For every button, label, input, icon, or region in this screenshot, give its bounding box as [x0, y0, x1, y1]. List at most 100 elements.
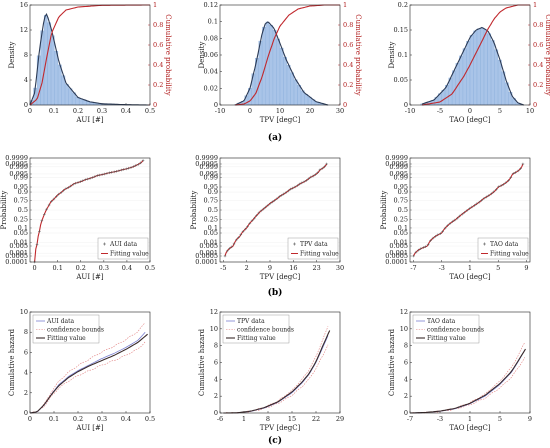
y-tick-label: 0: [404, 409, 408, 417]
data-point: [273, 199, 277, 202]
data-point: [516, 169, 520, 173]
legend-label: TAO data: [490, 241, 519, 248]
data-point: [74, 181, 77, 185]
y-tick-label: 2: [214, 392, 218, 400]
y-tick-label: 0.1: [18, 224, 28, 232]
y-axis-label: Density: [388, 42, 396, 69]
x-tick-label: -10: [405, 107, 415, 115]
data-point: [262, 207, 265, 211]
density-curve: [421, 26, 525, 106]
y-tick-label: 0: [404, 101, 408, 109]
data-point: [477, 200, 481, 204]
fitting-line: [413, 163, 524, 257]
data-point: [311, 174, 315, 178]
legend-marker-data: [293, 242, 296, 246]
legend-label: Fitting value: [47, 335, 86, 342]
y-right-tick-label: 0.8: [153, 21, 163, 29]
legend-label: Fitting value: [110, 251, 149, 258]
y-tick-label: 0.1: [398, 224, 408, 232]
data-point: [325, 162, 328, 166]
y-tick-label: 0.9995: [385, 160, 408, 168]
histogram-bar: [283, 57, 287, 106]
data-point: [83, 178, 87, 182]
y-right-tick-label: 0: [343, 101, 347, 109]
y-right-axis-label: Cumulative probability: [354, 14, 362, 96]
y-tick-label: 12: [400, 308, 408, 316]
legend-label: TPV data: [237, 318, 265, 325]
x-tick-label: 10: [526, 107, 534, 115]
x-axis-label: TPV [degC]: [260, 273, 301, 281]
legend-label: Fitting value: [237, 335, 276, 342]
data-point: [298, 182, 301, 186]
upper-bound-line: [29, 322, 146, 414]
row-label-a: (a): [268, 132, 282, 143]
x-tick-label: 1: [242, 415, 246, 423]
legend-label: confidence bounds: [47, 327, 104, 334]
y-tick-label: 0.05: [14, 229, 28, 237]
histogram-bar: [68, 88, 73, 106]
x-tick-label: 9: [528, 415, 532, 423]
x-tick-label: 0.2: [73, 415, 83, 423]
data-point: [93, 175, 97, 178]
data-point: [414, 250, 418, 254]
x-tick-label: 1: [468, 415, 472, 423]
data-point: [441, 230, 445, 233]
x-tick-label: 10: [276, 107, 284, 115]
y-right-tick-label: 0.2: [343, 81, 353, 89]
histogram-bar: [469, 35, 474, 106]
y-tick-label: 0: [24, 409, 28, 417]
x-tick-label: 1: [468, 264, 472, 272]
y-right-tick-label: 0.2: [153, 81, 163, 89]
data-point: [521, 162, 525, 166]
data-point: [320, 167, 324, 170]
data-point: [448, 222, 452, 225]
data-point: [259, 209, 263, 213]
y-tick-label: 0.999: [9, 163, 28, 171]
y-tick-label: 0.0005: [385, 252, 408, 260]
y-axis-label: Probability: [0, 191, 8, 230]
x-tick-label: 15: [288, 415, 296, 423]
data-point: [316, 171, 319, 175]
data-point: [289, 187, 292, 191]
histogram-bar: [51, 35, 55, 106]
x-tick-label: 20: [306, 107, 314, 115]
data-point: [110, 171, 114, 174]
data-point: [468, 207, 471, 210]
data-point: [282, 192, 286, 196]
data-point: [112, 170, 116, 174]
data-point: [280, 194, 283, 197]
histogram-bar: [494, 49, 499, 106]
x-tick-label: 9: [268, 264, 272, 272]
data-point: [100, 173, 104, 176]
y-tick-label: 2: [24, 389, 28, 397]
y-tick-label: 0.9: [208, 188, 218, 196]
data-line: [223, 335, 329, 414]
x-tick-label: 0: [33, 264, 37, 272]
data-point: [91, 176, 94, 179]
data-point: [228, 247, 231, 250]
data-point: [127, 166, 130, 170]
histogram-bar: [258, 40, 263, 106]
histogram-bar: [54, 50, 59, 106]
histogram-bar: [476, 28, 481, 106]
data-point: [98, 173, 101, 177]
y-axis-label: Cumulative hazard: [8, 328, 16, 396]
data-point: [295, 184, 299, 187]
histogram-bar: [65, 84, 69, 106]
x-tick-label: 0.5: [145, 107, 155, 115]
histogram-bar: [441, 89, 446, 106]
data-point: [52, 197, 56, 201]
data-point: [431, 236, 435, 240]
x-tick-label: 22: [312, 415, 320, 423]
panel-c2: [219, 311, 341, 414]
data-point: [455, 216, 459, 220]
x-tick-label: -5: [437, 107, 443, 115]
histogram-bar: [79, 98, 83, 106]
data-point: [421, 246, 425, 249]
density-curve: [234, 21, 329, 106]
x-tick-label: 5: [498, 107, 502, 115]
data-point: [465, 209, 469, 212]
data-point: [436, 233, 440, 237]
data-point: [225, 249, 229, 253]
